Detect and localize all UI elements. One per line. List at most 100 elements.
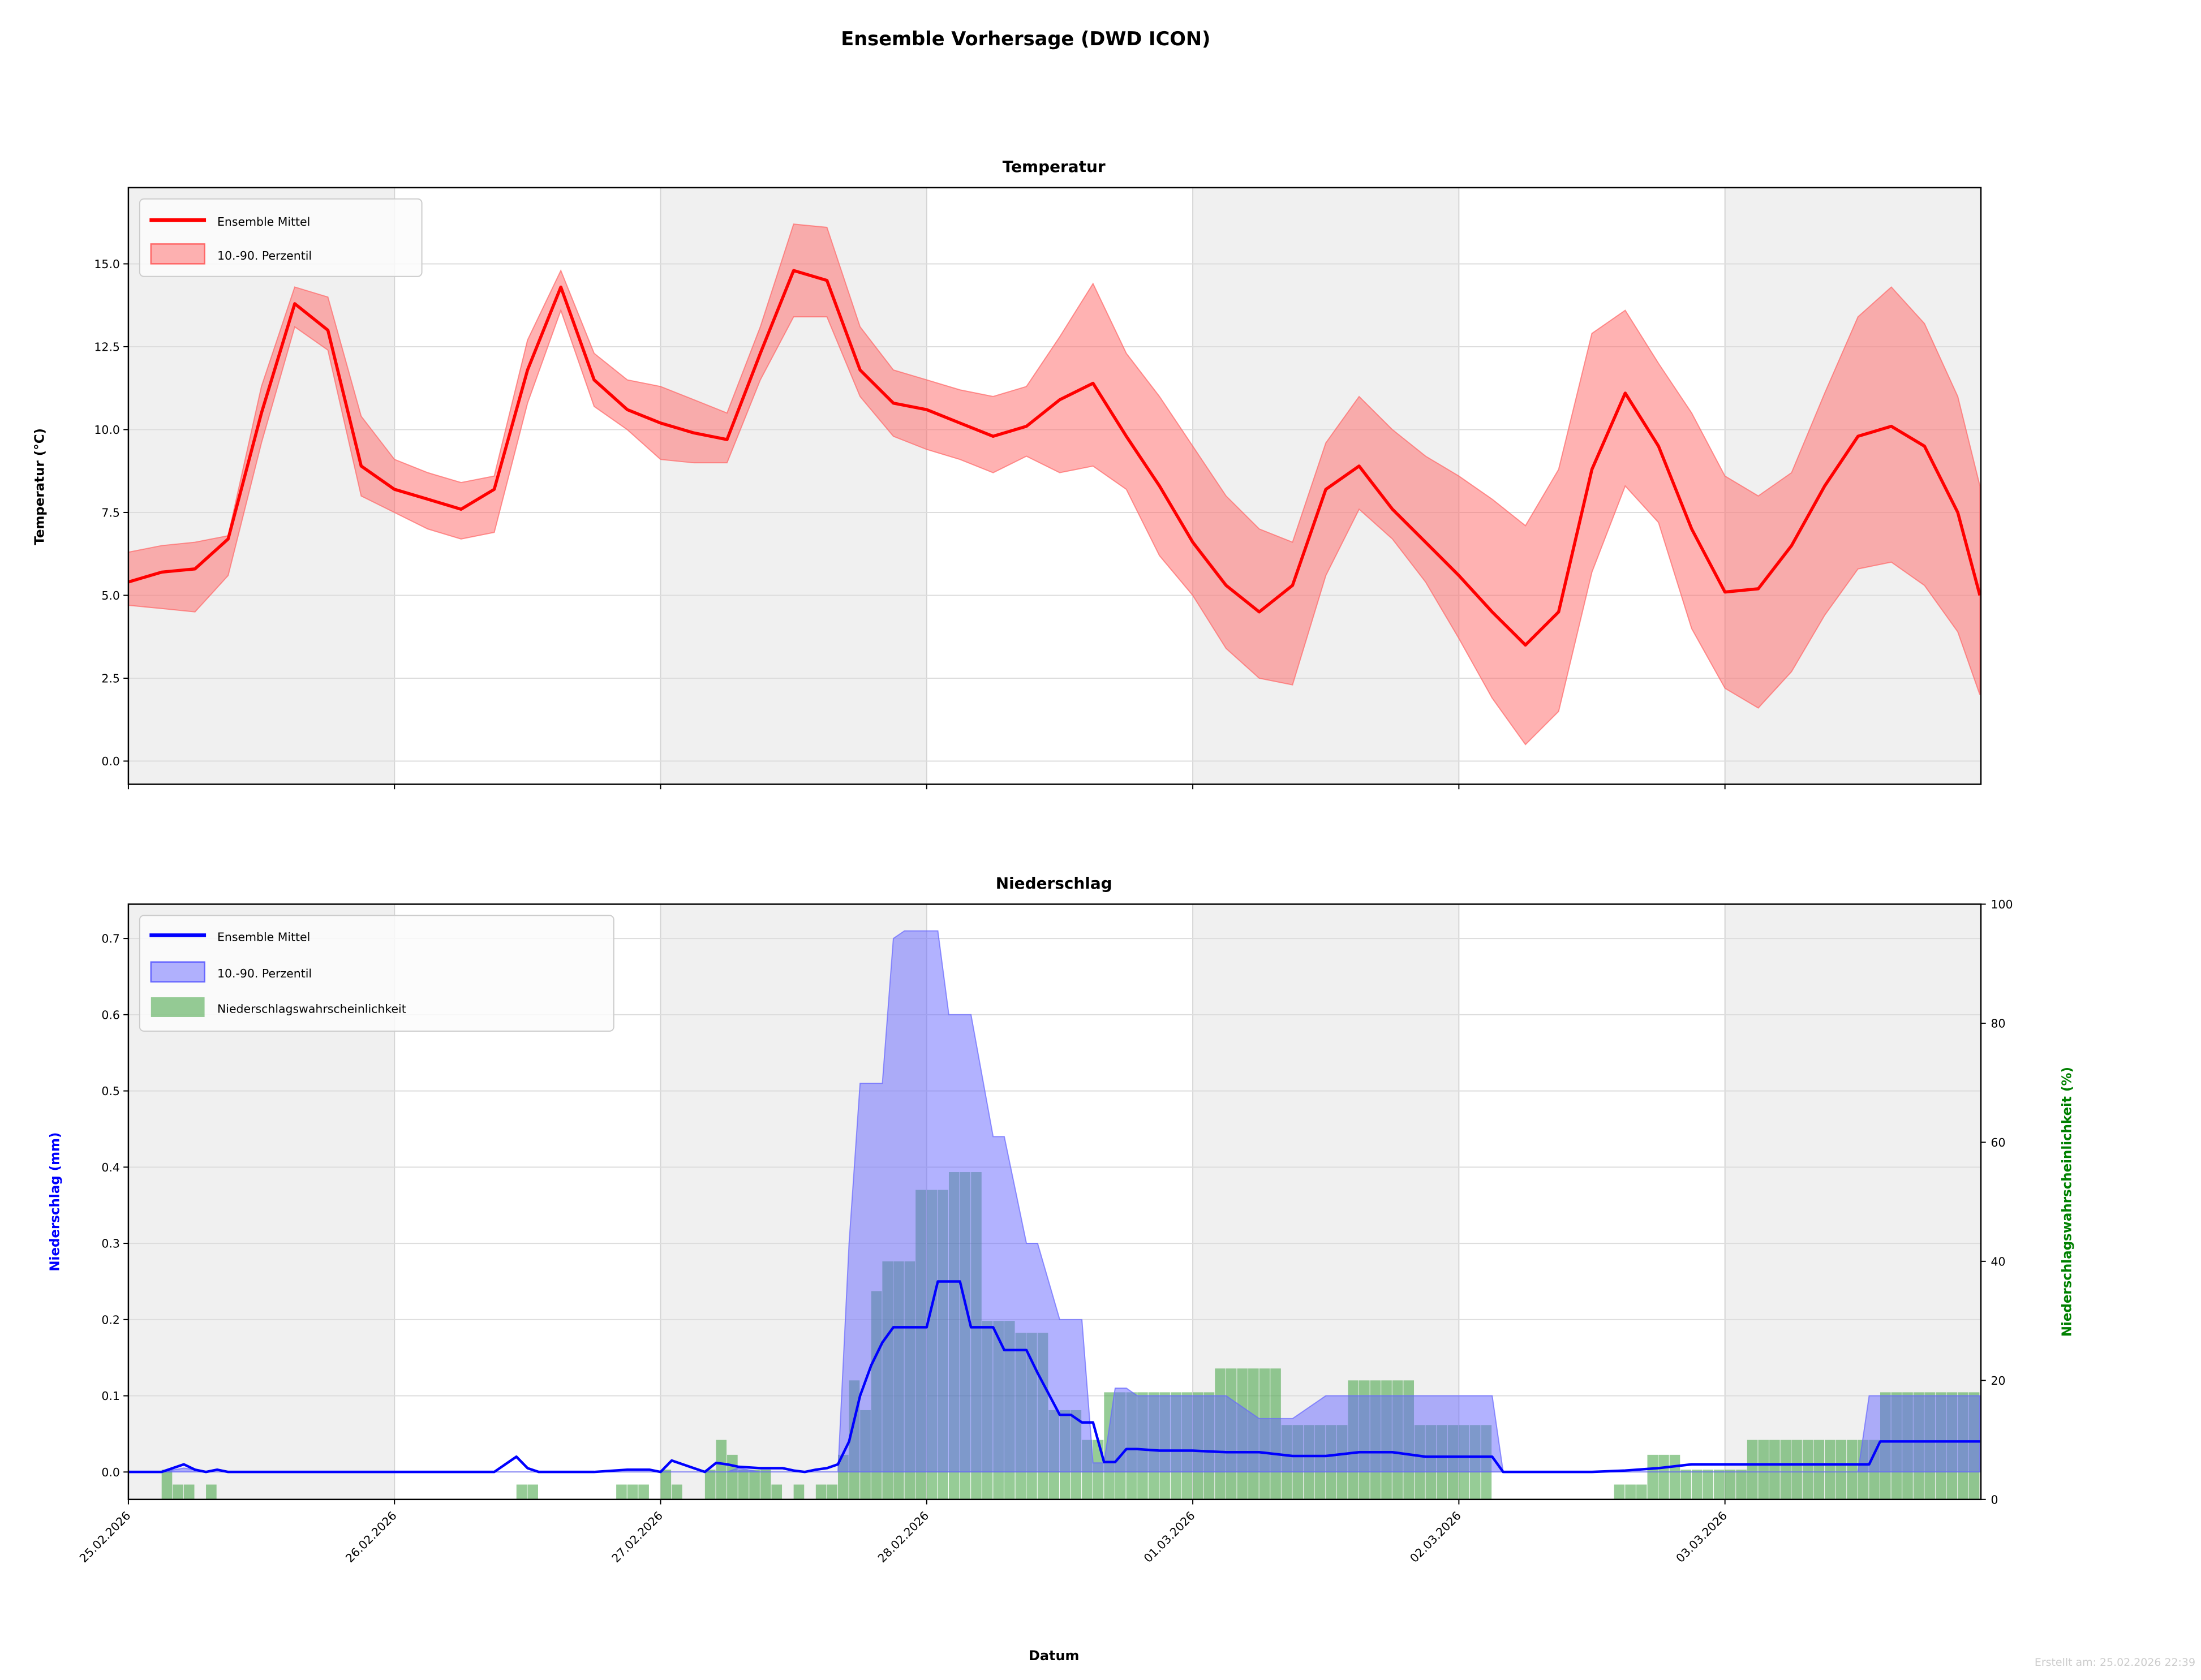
y2-tick-label: 80 [1991, 1016, 2005, 1030]
temperature-y-axis-label: Temperatur (°C) [32, 428, 47, 545]
precipitation-title: Niederschlag [996, 874, 1112, 893]
probability-bar [815, 1484, 827, 1500]
probability-bar [727, 1454, 738, 1500]
probability-bar [1813, 1440, 1825, 1500]
temperature-legend: Ensemble Mittel 10.-90. Perzentil [139, 198, 423, 277]
temperature-axes-frame [127, 187, 1982, 785]
day-shade [128, 187, 395, 785]
probability-bar [516, 1484, 527, 1500]
legend-label-probability: Niederschlagswahrscheinlichkeit [217, 1002, 406, 1015]
probability-bar [1791, 1440, 1802, 1500]
probability-bar [1658, 1454, 1669, 1500]
x-tick-label: 01.03.2026 [1141, 1509, 1198, 1565]
probability-bar [1847, 1440, 1858, 1500]
probability-bar [1691, 1470, 1703, 1500]
probability-bar [206, 1484, 217, 1500]
precipitation-y-axis-label: Niederschlag (mm) [48, 1132, 63, 1272]
precipitation-legend: Ensemble Mittel 10.-90. Perzentil Nieder… [139, 915, 614, 1032]
probability-bar [1680, 1470, 1691, 1500]
y-tick-label: 12.5 [94, 340, 120, 354]
probability-bar [173, 1484, 183, 1500]
precipitation-y-ticks: 0.0 0.1 0.2 0.3 0.4 0.5 0.6 0.7 [101, 932, 128, 1479]
y-tick-label: 2.5 [101, 671, 120, 685]
legend-label-temp-band: 10.-90. Perzentil [217, 249, 312, 262]
y-tick-label: 5.0 [101, 589, 120, 602]
probability-bar [616, 1484, 627, 1500]
temperature-panel: Temperatur 0.0 2.5 5.0 7.5 10.0 12.5 15.0 Temp… [32, 157, 1982, 790]
y2-tick-label: 0 [1991, 1493, 1998, 1506]
probability-bar [827, 1484, 838, 1500]
x-tick-label: 28.02.2026 [875, 1509, 932, 1565]
x-tick-label: 02.03.2026 [1407, 1509, 1464, 1565]
probability-bar [1636, 1484, 1647, 1500]
probability-bar [1614, 1484, 1625, 1500]
probability-bar [1647, 1454, 1658, 1500]
legend-label-temp-mean: Ensemble Mittel [217, 215, 310, 229]
y-tick-label: 10.0 [94, 423, 120, 437]
probability-bar [1747, 1440, 1758, 1500]
legend-swatch-precip-band [150, 961, 205, 983]
probability-bar [716, 1440, 727, 1500]
probability-bar [1802, 1440, 1813, 1500]
y-tick-label: 0.7 [101, 932, 120, 946]
probability-bar [749, 1470, 760, 1500]
probability-y-ticks: 0 20 40 60 80 100 [1981, 898, 2013, 1506]
probability-bar [1825, 1440, 1835, 1500]
y-tick-label: 7.5 [101, 506, 120, 519]
temperature-title: Temperatur [1003, 157, 1106, 176]
probability-bar [638, 1484, 649, 1500]
probability-bar [771, 1484, 783, 1500]
precipitation-panel: Niederschlag 0.00.10.20.30.40.50.60.7 02… [48, 874, 2075, 1664]
probability-bar [1625, 1484, 1636, 1500]
probability-bar [1769, 1440, 1780, 1500]
figure-title: Ensemble Vorhersage (DWD ICON) [841, 28, 1210, 50]
probability-bar [793, 1484, 805, 1500]
legend-label-precip-band: 10.-90. Perzentil [217, 967, 312, 980]
probability-y-axis-label: Niederschlagswahrscheinlichkeit (%) [2060, 1067, 2075, 1337]
y2-tick-label: 100 [1991, 898, 2013, 911]
x-tick-label: 25.02.2026 [77, 1509, 134, 1565]
y-tick-label: 0.5 [101, 1084, 120, 1098]
probability-bar [1780, 1440, 1791, 1500]
probability-bar [627, 1484, 638, 1500]
probability-bar [704, 1470, 716, 1500]
probability-bar [738, 1470, 749, 1500]
precipitation-percentile-band [128, 930, 1981, 1473]
probability-bar [1714, 1470, 1725, 1500]
created-timestamp: Erstellt am: 25.02.2026 22:39 [2035, 1656, 2195, 1669]
probability-bar [161, 1470, 173, 1500]
probability-bar [660, 1470, 672, 1500]
precipitation-mean-line [128, 1280, 1980, 1474]
precipitation-x-ticks: 25.02.2026 26.02.2026 27.02.2026 28.02.2026… [77, 1499, 1730, 1565]
y-tick-label: 0.6 [101, 1008, 120, 1022]
y2-tick-label: 20 [1991, 1374, 2005, 1388]
probability-bar [760, 1470, 771, 1500]
probability-bar [1725, 1470, 1736, 1500]
temperature-percentile-band [127, 223, 1981, 746]
y2-tick-label: 60 [1991, 1136, 2005, 1149]
precipitation-axes-frame [127, 903, 1982, 1501]
probability-bar [672, 1484, 682, 1500]
y-tick-label: 0.0 [101, 1466, 120, 1479]
y-tick-label: 0.0 [101, 755, 120, 768]
probability-bar [1758, 1440, 1769, 1500]
legend-label-precip-mean: Ensemble Mittel [217, 930, 310, 944]
probability-bar [527, 1484, 538, 1500]
x-tick-label: 26.02.2026 [343, 1509, 399, 1565]
y2-tick-label: 40 [1991, 1255, 2005, 1268]
x-tick-label: 03.03.2026 [1673, 1509, 1730, 1565]
probability-bar [1669, 1454, 1680, 1500]
y-tick-label: 0.4 [101, 1161, 120, 1174]
legend-swatch-probability [151, 997, 205, 1017]
temperature-y-ticks: 0.0 2.5 5.0 7.5 10.0 12.5 15.0 [94, 257, 128, 768]
probability-bar [1835, 1440, 1847, 1500]
y-tick-label: 0.1 [101, 1389, 120, 1403]
legend-swatch-temp-band [150, 243, 205, 265]
temperature-mean-line [128, 269, 1981, 647]
precipitation-day-shading [128, 904, 1981, 1500]
probability-bar [1703, 1470, 1714, 1500]
y-tick-label: 15.0 [94, 257, 120, 271]
probability-bar [183, 1484, 195, 1500]
probability-bar [1736, 1470, 1747, 1500]
